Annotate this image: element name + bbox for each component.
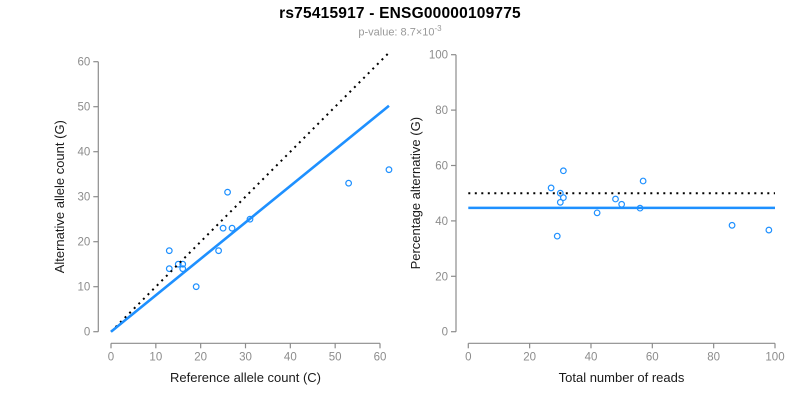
y-tick-label: 20 xyxy=(78,237,91,249)
x-tick-label: 20 xyxy=(194,351,207,363)
y-tick-label: 0 xyxy=(442,327,448,339)
x-tick-label: 100 xyxy=(765,351,784,363)
data-point xyxy=(639,177,647,185)
data-point xyxy=(728,221,736,229)
x-tick-label: 0 xyxy=(465,351,471,363)
y-tick-label: 10 xyxy=(78,282,91,294)
x-tick-label: 30 xyxy=(239,351,252,363)
y-tick-label: 30 xyxy=(78,192,91,204)
x-axis-title: Total number of reads xyxy=(559,370,685,385)
x-axis-title: Reference allele count (C) xyxy=(170,370,321,385)
data-point xyxy=(547,184,555,192)
data-point xyxy=(556,189,564,197)
y-tick-label: 40 xyxy=(435,216,448,228)
data-point xyxy=(179,260,187,268)
data-point xyxy=(385,166,393,174)
data-point xyxy=(246,215,254,223)
data-point xyxy=(165,247,173,255)
y-tick-label: 60 xyxy=(435,161,448,173)
data-point xyxy=(556,198,564,206)
data-point xyxy=(192,283,200,291)
data-point xyxy=(765,226,773,234)
data-point xyxy=(559,194,567,202)
data-point xyxy=(179,265,187,273)
y-tick-label: 100 xyxy=(429,50,448,62)
data-point xyxy=(228,224,236,232)
x-tick-label: 80 xyxy=(707,351,720,363)
x-tick-label: 20 xyxy=(523,351,536,363)
x-tick-label: 40 xyxy=(284,351,297,363)
y-axis-title: Alternative allele count (G) xyxy=(52,120,67,273)
y-tick-label: 60 xyxy=(78,57,91,69)
data-point xyxy=(559,167,567,175)
y-tick-label: 0 xyxy=(84,327,90,339)
y-tick-label: 80 xyxy=(435,105,448,117)
data-point xyxy=(593,209,601,217)
data-point xyxy=(165,265,173,273)
data-point xyxy=(618,200,626,208)
fit-line xyxy=(110,104,390,333)
percentage-vs-reads-scatter: 0 20 40 60 80 100 0 20 40 60 80 100 Total number of … xyxy=(408,50,785,385)
x-tick-label: 60 xyxy=(646,351,659,363)
y-tick-label: 40 xyxy=(78,147,91,159)
figure-title: rs75415917 - ENSG00000109775 xyxy=(279,5,521,22)
x-tick-label: 10 xyxy=(149,351,162,363)
y-tick-label: 20 xyxy=(435,271,448,283)
data-point xyxy=(215,247,223,255)
y-axis-title: Percentage alternative (G) xyxy=(408,117,423,269)
data-point xyxy=(219,224,227,232)
x-tick-label: 0 xyxy=(108,351,114,363)
allele-counts-scatter: 0 10 20 30 40 50 60 0 10 20 30 40 50 60 Reference alle… xyxy=(52,51,393,385)
data-point xyxy=(553,232,561,240)
y-tick-label: 50 xyxy=(78,102,91,114)
x-tick-label: 60 xyxy=(374,351,387,363)
figure-subtitle: p-value: 8.7×10-3 xyxy=(0,24,800,39)
p-value-exponent: -3 xyxy=(434,24,442,33)
x-tick-label: 40 xyxy=(585,351,598,363)
x-tick-label: 50 xyxy=(329,351,342,363)
data-point xyxy=(612,195,619,203)
data-point xyxy=(224,188,231,196)
data-point xyxy=(174,260,182,268)
identity-line xyxy=(110,51,390,333)
data-point xyxy=(345,179,353,187)
p-value-text: p-value: 8.7×10 xyxy=(358,26,435,39)
